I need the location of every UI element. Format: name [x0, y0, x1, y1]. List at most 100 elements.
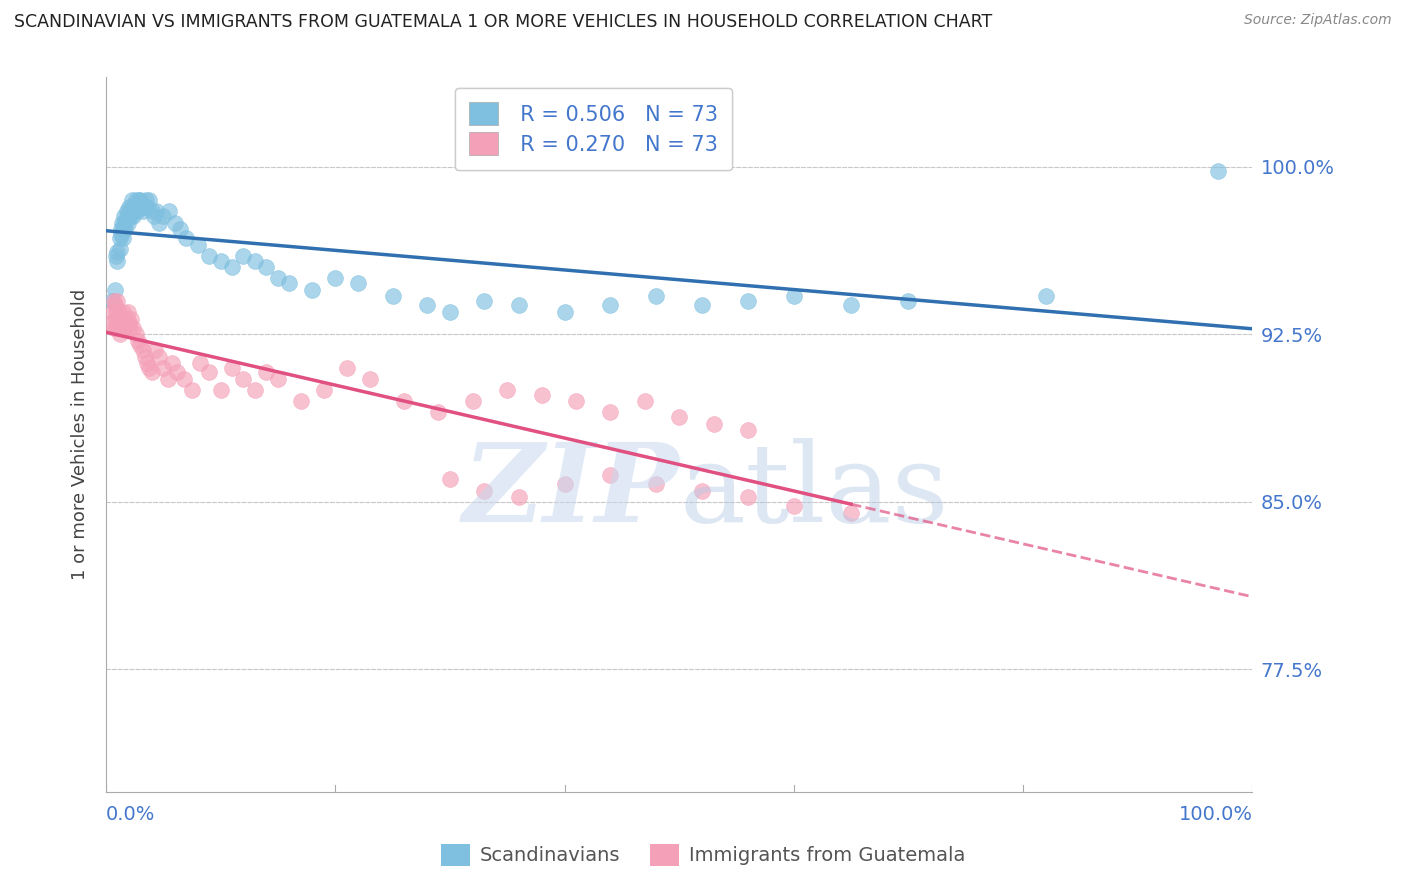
Point [645, 477, 668, 491]
Point [301, 283, 323, 297]
Point [634, 394, 657, 409]
Point [737, 423, 759, 437]
Point [347, 276, 370, 290]
Point [783, 289, 806, 303]
Point [118, 204, 141, 219]
Point [112, 305, 135, 319]
Legend: Scandinavians, Immigrants from Guatemala: Scandinavians, Immigrants from Guatemala [433, 837, 973, 873]
Point [145, 204, 167, 219]
Point [101, 305, 124, 319]
Point [104, 298, 127, 312]
Point [599, 405, 621, 419]
Point [105, 253, 128, 268]
Point [166, 365, 188, 379]
Point [117, 216, 139, 230]
Point [267, 372, 290, 386]
Point [104, 311, 127, 326]
Point [156, 372, 179, 386]
Point [105, 244, 128, 259]
Point [1206, 164, 1229, 178]
Point [122, 320, 145, 334]
Point [323, 271, 346, 285]
Point [103, 293, 125, 308]
Point [115, 209, 138, 223]
Point [209, 383, 232, 397]
Point [100, 316, 122, 330]
Point [173, 372, 195, 386]
Point [141, 204, 163, 219]
Point [381, 289, 404, 303]
Point [112, 216, 135, 230]
Point [121, 194, 143, 208]
Point [599, 467, 621, 482]
Point [162, 356, 184, 370]
Text: atlas: atlas [679, 439, 949, 545]
Point [148, 350, 170, 364]
Point [115, 204, 138, 219]
Point [138, 194, 160, 208]
Point [105, 320, 128, 334]
Point [114, 222, 136, 236]
Point [128, 194, 150, 208]
Point [111, 320, 134, 334]
Point [554, 305, 576, 319]
Point [105, 316, 128, 330]
Point [599, 298, 621, 312]
Point [111, 216, 134, 230]
Point [392, 394, 415, 409]
Point [125, 327, 148, 342]
Point [110, 227, 132, 241]
Point [112, 222, 135, 236]
Point [839, 298, 862, 312]
Point [124, 200, 146, 214]
Point [554, 477, 576, 491]
Point [129, 338, 152, 352]
Point [187, 238, 209, 252]
Point [148, 216, 170, 230]
Point [461, 394, 484, 409]
Point [472, 293, 495, 308]
Point [645, 289, 668, 303]
Point [114, 216, 136, 230]
Point [496, 383, 519, 397]
Point [152, 360, 174, 375]
Point [112, 231, 135, 245]
Point [278, 276, 301, 290]
Point [737, 491, 759, 505]
Point [312, 383, 335, 397]
Point [783, 500, 806, 514]
Point [131, 343, 153, 357]
Point [243, 383, 266, 397]
Point [530, 387, 553, 401]
Point [118, 320, 141, 334]
Point [359, 372, 381, 386]
Point [125, 194, 148, 208]
Point [565, 394, 588, 409]
Y-axis label: 1 or more Vehicles in Household: 1 or more Vehicles in Household [72, 289, 89, 581]
Point [112, 316, 135, 330]
Point [209, 253, 232, 268]
Point [290, 394, 312, 409]
Point [122, 209, 145, 223]
Point [117, 305, 139, 319]
Point [134, 350, 156, 364]
Point [105, 305, 128, 319]
Point [118, 209, 141, 223]
Legend:   R = 0.506   N = 73,   R = 0.270   N = 73: R = 0.506 N = 73, R = 0.270 N = 73 [454, 87, 733, 169]
Point [232, 372, 254, 386]
Point [416, 298, 439, 312]
Point [120, 311, 142, 326]
Point [690, 483, 713, 498]
Point [118, 316, 141, 330]
Point [105, 293, 128, 308]
Point [221, 360, 243, 375]
Point [690, 298, 713, 312]
Point [439, 305, 461, 319]
Point [163, 216, 186, 230]
Point [110, 311, 132, 326]
Point [157, 204, 180, 219]
Point [427, 405, 450, 419]
Point [120, 209, 142, 223]
Point [254, 260, 277, 275]
Point [839, 506, 862, 520]
